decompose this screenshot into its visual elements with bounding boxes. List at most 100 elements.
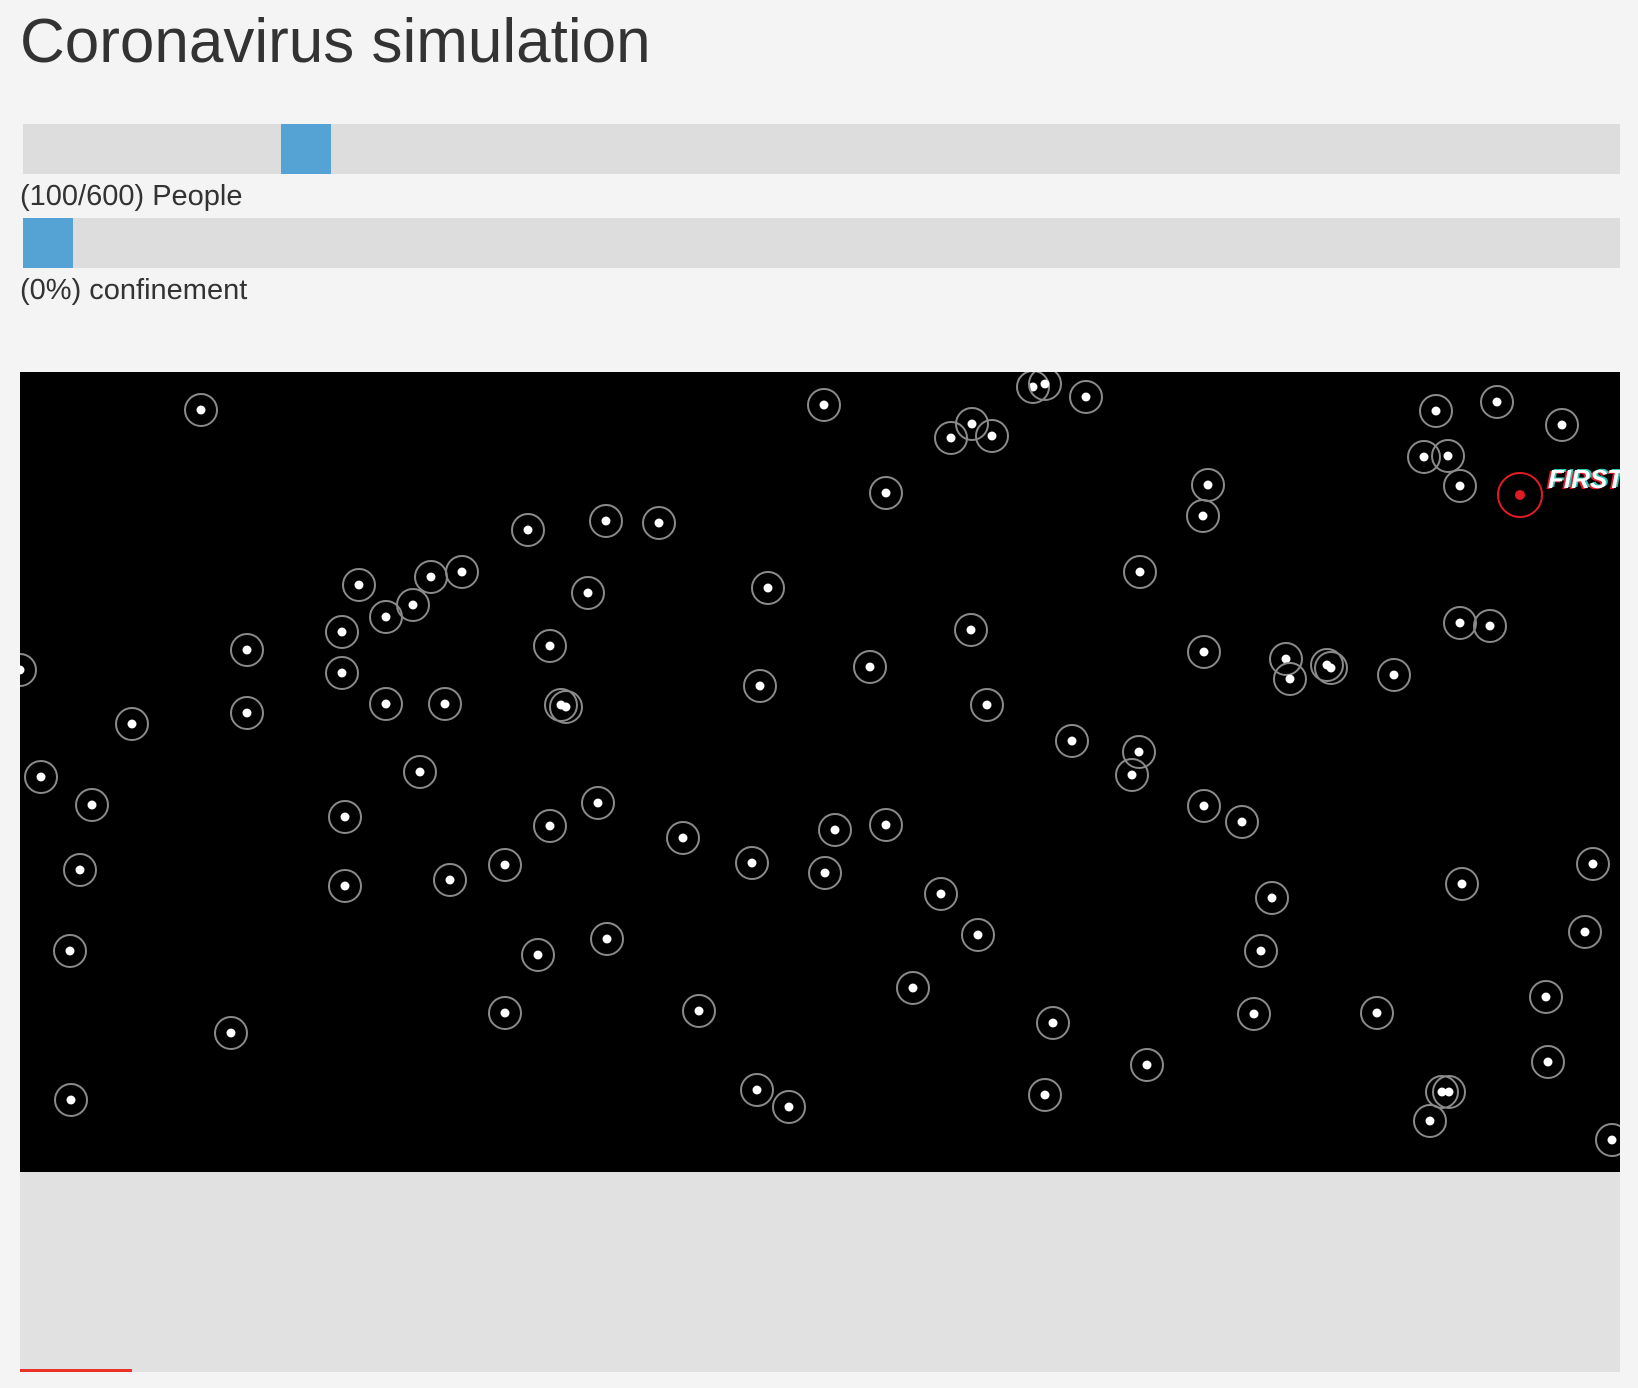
- person-dot: [1431, 406, 1441, 416]
- person-dot: [66, 1095, 76, 1105]
- person-ring: [1269, 642, 1303, 676]
- person-ring: [1576, 847, 1610, 881]
- person-ring: [20, 653, 37, 687]
- person-healthy: [735, 846, 769, 880]
- person-healthy: [1273, 662, 1307, 696]
- person-dot: [381, 699, 391, 709]
- person-ring: [1445, 867, 1479, 901]
- person-ring: [1273, 662, 1307, 696]
- person-dot: [755, 681, 765, 691]
- people-slider-label: (100/600) People: [20, 180, 243, 212]
- person-healthy: [808, 856, 842, 890]
- person-dot: [982, 700, 992, 710]
- confinement-slider-thumb[interactable]: [23, 218, 73, 268]
- person-dot: [1199, 801, 1209, 811]
- person-ring: [403, 755, 437, 789]
- person-dot: [1081, 392, 1091, 402]
- person-ring: [328, 869, 362, 903]
- person-dot: [1455, 618, 1465, 628]
- person-dot: [457, 567, 467, 577]
- person-dot: [1443, 451, 1453, 461]
- person-dot: [1425, 1116, 1435, 1126]
- person-ring: [590, 922, 624, 956]
- person-dot: [1444, 1087, 1454, 1097]
- person-ring: [853, 650, 887, 684]
- person-ring: [772, 1090, 806, 1124]
- person-ring: [1123, 555, 1157, 589]
- person-healthy: [1187, 635, 1221, 669]
- person-ring: [1187, 635, 1221, 669]
- person-ring: [53, 934, 87, 968]
- person-healthy: [1055, 724, 1089, 758]
- person-healthy: [1255, 881, 1289, 915]
- person-ring: [955, 407, 989, 441]
- person-ring: [342, 568, 376, 602]
- person-healthy: [1443, 606, 1477, 640]
- person-healthy: [934, 421, 968, 455]
- person-ring: [1360, 996, 1394, 1030]
- person-dot: [1267, 893, 1277, 903]
- person-dot: [694, 1006, 704, 1016]
- person-healthy: [1225, 805, 1259, 839]
- person-healthy: [214, 1016, 248, 1050]
- person-healthy: [53, 934, 87, 968]
- person-ring: [1473, 609, 1507, 643]
- person-healthy: [1187, 789, 1221, 823]
- person-ring: [230, 696, 264, 730]
- person-healthy: [54, 1083, 88, 1117]
- person-dot: [881, 820, 891, 830]
- person-healthy: [1028, 1078, 1062, 1112]
- person-healthy: [1413, 1104, 1447, 1138]
- person-dot: [1249, 1009, 1259, 1019]
- person-dot: [337, 668, 347, 678]
- person-dot: [242, 708, 252, 718]
- person-dot: [583, 588, 593, 598]
- person-ring: [511, 513, 545, 547]
- person-ring: [735, 846, 769, 880]
- confinement-slider[interactable]: [23, 218, 1620, 268]
- person-dot: [1455, 481, 1465, 491]
- person-ring: [544, 688, 578, 722]
- person-ring: [488, 996, 522, 1030]
- person-healthy: [1377, 658, 1411, 692]
- person-ring: [1122, 735, 1156, 769]
- person-dot: [36, 772, 46, 782]
- people-slider-thumb[interactable]: [280, 124, 331, 174]
- person-dot: [865, 662, 875, 672]
- person-healthy: [740, 1073, 774, 1107]
- person-ring: [1595, 1123, 1620, 1157]
- person-dot: [1142, 1060, 1152, 1070]
- person-dot: [1127, 770, 1137, 780]
- person-healthy: [961, 918, 995, 952]
- person-healthy: [75, 788, 109, 822]
- person-dot: [973, 930, 983, 940]
- person-ring: [666, 821, 700, 855]
- person-ring: [961, 918, 995, 952]
- person-dot: [1040, 379, 1050, 389]
- person-healthy: [428, 687, 462, 721]
- simulation-canvas[interactable]: FIRST FIRST FIRST: [20, 372, 1620, 1172]
- person-ring: [445, 555, 479, 589]
- person-dot: [1048, 1018, 1058, 1028]
- person-ring: [1425, 1075, 1459, 1109]
- person-healthy: [521, 938, 555, 972]
- person-healthy: [115, 707, 149, 741]
- person-healthy: [751, 571, 785, 605]
- person-ring: [24, 760, 58, 794]
- person-ring: [115, 707, 149, 741]
- person-healthy: [807, 388, 841, 422]
- person-dot: [678, 833, 688, 843]
- person-healthy: [571, 576, 605, 610]
- first-label-shadow-cyan: FIRST: [1550, 463, 1620, 493]
- person-ring: [230, 633, 264, 667]
- people-slider[interactable]: [23, 124, 1620, 174]
- person-dot: [1256, 946, 1266, 956]
- person-ring: [1055, 724, 1089, 758]
- person-dot: [1134, 747, 1144, 757]
- person-healthy: [818, 813, 852, 847]
- person-healthy: [369, 687, 403, 721]
- person-ring: [1187, 789, 1221, 823]
- page-title: Coronavirus simulation: [20, 7, 651, 76]
- person-ring: [1545, 408, 1579, 442]
